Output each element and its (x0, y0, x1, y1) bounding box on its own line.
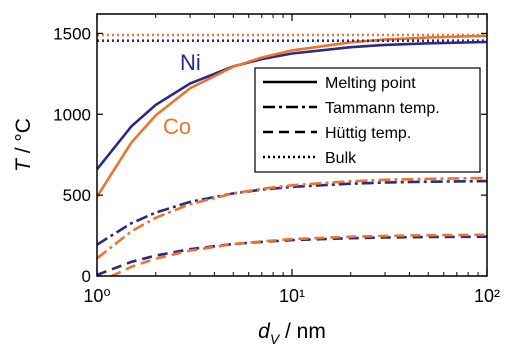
x-tick-label: 10² (474, 286, 500, 306)
series-line (108, 233, 487, 276)
series-label: Ni (180, 50, 201, 75)
y-tick-label: 1000 (53, 105, 91, 124)
y-tick-label: 0 (82, 267, 91, 286)
y-label-symbol: T (12, 157, 35, 172)
x-tick-label: 10¹ (279, 286, 305, 306)
series-line (97, 40, 487, 171)
series-line (97, 176, 487, 260)
series-label: Co (163, 114, 191, 139)
legend-label: Melting point (325, 75, 416, 92)
legend-label: Tammann temp. (325, 100, 440, 117)
x-label-symbol: d (258, 320, 271, 343)
legend-label: Hüttig temp. (325, 125, 411, 142)
series-line (97, 235, 487, 276)
y-label-unit: / °C (12, 118, 35, 159)
x-tick-label: 10⁰ (83, 286, 110, 306)
y-axis-label: T / °C (12, 118, 35, 172)
y-tick-label: 500 (63, 186, 91, 205)
y-tick-label: 1500 (53, 24, 91, 43)
x-axis-label: dV / nm (258, 320, 326, 347)
x-label-subscript: V (270, 331, 281, 347)
legend-box (254, 67, 481, 173)
x-label-unit: / nm (279, 320, 326, 343)
series-line (97, 34, 487, 198)
legend-label: Bulk (325, 150, 357, 167)
